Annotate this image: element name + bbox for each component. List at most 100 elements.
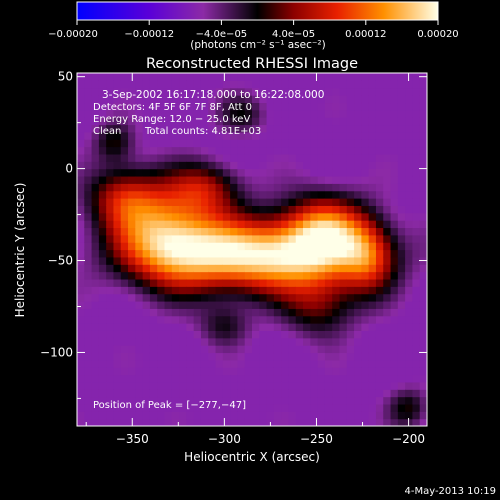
heatmap-cell bbox=[390, 109, 399, 118]
heatmap-cell bbox=[135, 242, 144, 251]
heatmap-cell bbox=[368, 205, 377, 214]
heatmap-cell bbox=[339, 175, 348, 184]
heatmap-cell bbox=[383, 411, 392, 420]
heatmap-cell bbox=[412, 124, 421, 133]
heatmap-cell bbox=[157, 242, 166, 251]
heatmap-cell bbox=[208, 80, 217, 89]
heatmap-cell bbox=[84, 124, 93, 133]
heatmap-cell bbox=[310, 212, 319, 221]
heatmap-cell bbox=[193, 381, 202, 390]
heatmap-cell bbox=[164, 124, 173, 133]
heatmap-cell bbox=[135, 153, 144, 162]
heatmap-cell bbox=[193, 124, 202, 133]
heatmap-cell bbox=[208, 212, 217, 221]
heatmap-cell bbox=[419, 286, 427, 295]
heatmap-cell bbox=[412, 139, 421, 148]
heatmap-cell bbox=[193, 323, 202, 331]
heatmap-cell bbox=[142, 117, 151, 126]
heatmap-cell bbox=[106, 367, 115, 376]
heatmap-cell bbox=[354, 374, 362, 383]
heatmap-cell bbox=[383, 198, 392, 206]
heatmap-cell bbox=[208, 175, 217, 184]
colorbar-tick-label: −0.00012 bbox=[124, 29, 174, 40]
heatmap-cell bbox=[230, 367, 239, 376]
heatmap-cell bbox=[98, 330, 107, 339]
heatmap-cell bbox=[186, 95, 195, 104]
heatmap-cell bbox=[390, 102, 399, 111]
heatmap-cell bbox=[375, 183, 384, 192]
heatmap-cell bbox=[390, 300, 399, 309]
heatmap-cell bbox=[120, 212, 129, 221]
heatmap-cell bbox=[383, 403, 392, 412]
heatmap-cell bbox=[412, 374, 421, 383]
heatmap-cell bbox=[266, 220, 275, 229]
heatmap-cell bbox=[397, 411, 406, 420]
heatmap-cell bbox=[200, 109, 209, 118]
heatmap-cell bbox=[295, 220, 304, 229]
heatmap-cell bbox=[91, 308, 100, 317]
heatmap-cell bbox=[157, 300, 166, 309]
heatmap-cell bbox=[98, 124, 107, 133]
heatmap-cell bbox=[324, 139, 333, 148]
heatmap-cell bbox=[259, 352, 268, 361]
heatmap-cell bbox=[98, 190, 107, 199]
heatmap-cell bbox=[113, 73, 122, 81]
heatmap-cell bbox=[215, 139, 224, 148]
heatmap-cell bbox=[346, 389, 355, 398]
heatmap-cell bbox=[186, 87, 195, 96]
heatmap-cell bbox=[405, 117, 414, 126]
heatmap-cell bbox=[375, 205, 384, 214]
colorbar-units-label: (photons cm⁻² s⁻¹ asec⁻²) bbox=[190, 39, 325, 51]
heatmap-cell bbox=[259, 161, 268, 170]
heatmap-cell bbox=[91, 411, 100, 420]
heatmap-cell bbox=[186, 117, 195, 126]
heatmap-cell bbox=[273, 323, 282, 331]
heatmap-cell bbox=[339, 381, 348, 390]
heatmap-cell bbox=[128, 227, 136, 236]
heatmap-cell bbox=[149, 359, 158, 368]
heatmap-cell bbox=[303, 102, 311, 111]
heatmap-cell bbox=[317, 205, 326, 214]
heatmap-cell bbox=[179, 345, 187, 354]
heatmap-cell bbox=[179, 352, 187, 361]
heatmap-cell bbox=[186, 286, 195, 295]
heatmap-cell bbox=[339, 73, 348, 81]
heatmap-cell bbox=[419, 109, 427, 118]
heatmap-cell bbox=[200, 146, 209, 155]
heatmap-cell bbox=[332, 411, 341, 420]
heatmap-cell bbox=[412, 249, 421, 258]
heatmap-cell bbox=[303, 109, 311, 118]
heatmap-cell bbox=[252, 359, 260, 368]
heatmap-cell bbox=[375, 124, 384, 133]
heatmap-cell bbox=[405, 264, 414, 273]
heatmap-cell bbox=[113, 271, 122, 280]
heatmap-cell bbox=[339, 403, 348, 412]
heatmap-cell bbox=[186, 374, 195, 383]
heatmap-cell bbox=[135, 220, 144, 229]
heatmap-cell bbox=[281, 242, 290, 251]
heatmap-cell bbox=[171, 308, 180, 317]
heatmap-cell bbox=[281, 117, 290, 126]
heatmap-cell bbox=[259, 117, 268, 126]
heatmap-cell bbox=[120, 80, 129, 89]
heatmap-cell bbox=[288, 381, 297, 390]
heatmap-cell bbox=[405, 323, 414, 331]
x-tick-label: −200 bbox=[392, 432, 425, 446]
heatmap-cell bbox=[222, 80, 231, 89]
heatmap-cell bbox=[186, 389, 195, 398]
heatmap-cell bbox=[310, 102, 319, 111]
heatmap-cell bbox=[346, 153, 355, 162]
heatmap-cell bbox=[157, 381, 166, 390]
heatmap-cell bbox=[346, 234, 355, 243]
annotation-energy-range: Energy Range: 12.0 − 25.0 keV bbox=[93, 114, 250, 125]
heatmap-cell bbox=[237, 212, 246, 221]
heatmap-cell bbox=[244, 264, 253, 273]
heatmap-cell bbox=[303, 411, 311, 420]
heatmap-cell bbox=[237, 345, 246, 354]
heatmap-cell bbox=[186, 124, 195, 133]
heatmap-cell bbox=[346, 396, 355, 405]
heatmap-cell bbox=[215, 300, 224, 309]
heatmap-cell bbox=[419, 234, 427, 243]
heatmap-cell bbox=[222, 293, 231, 302]
